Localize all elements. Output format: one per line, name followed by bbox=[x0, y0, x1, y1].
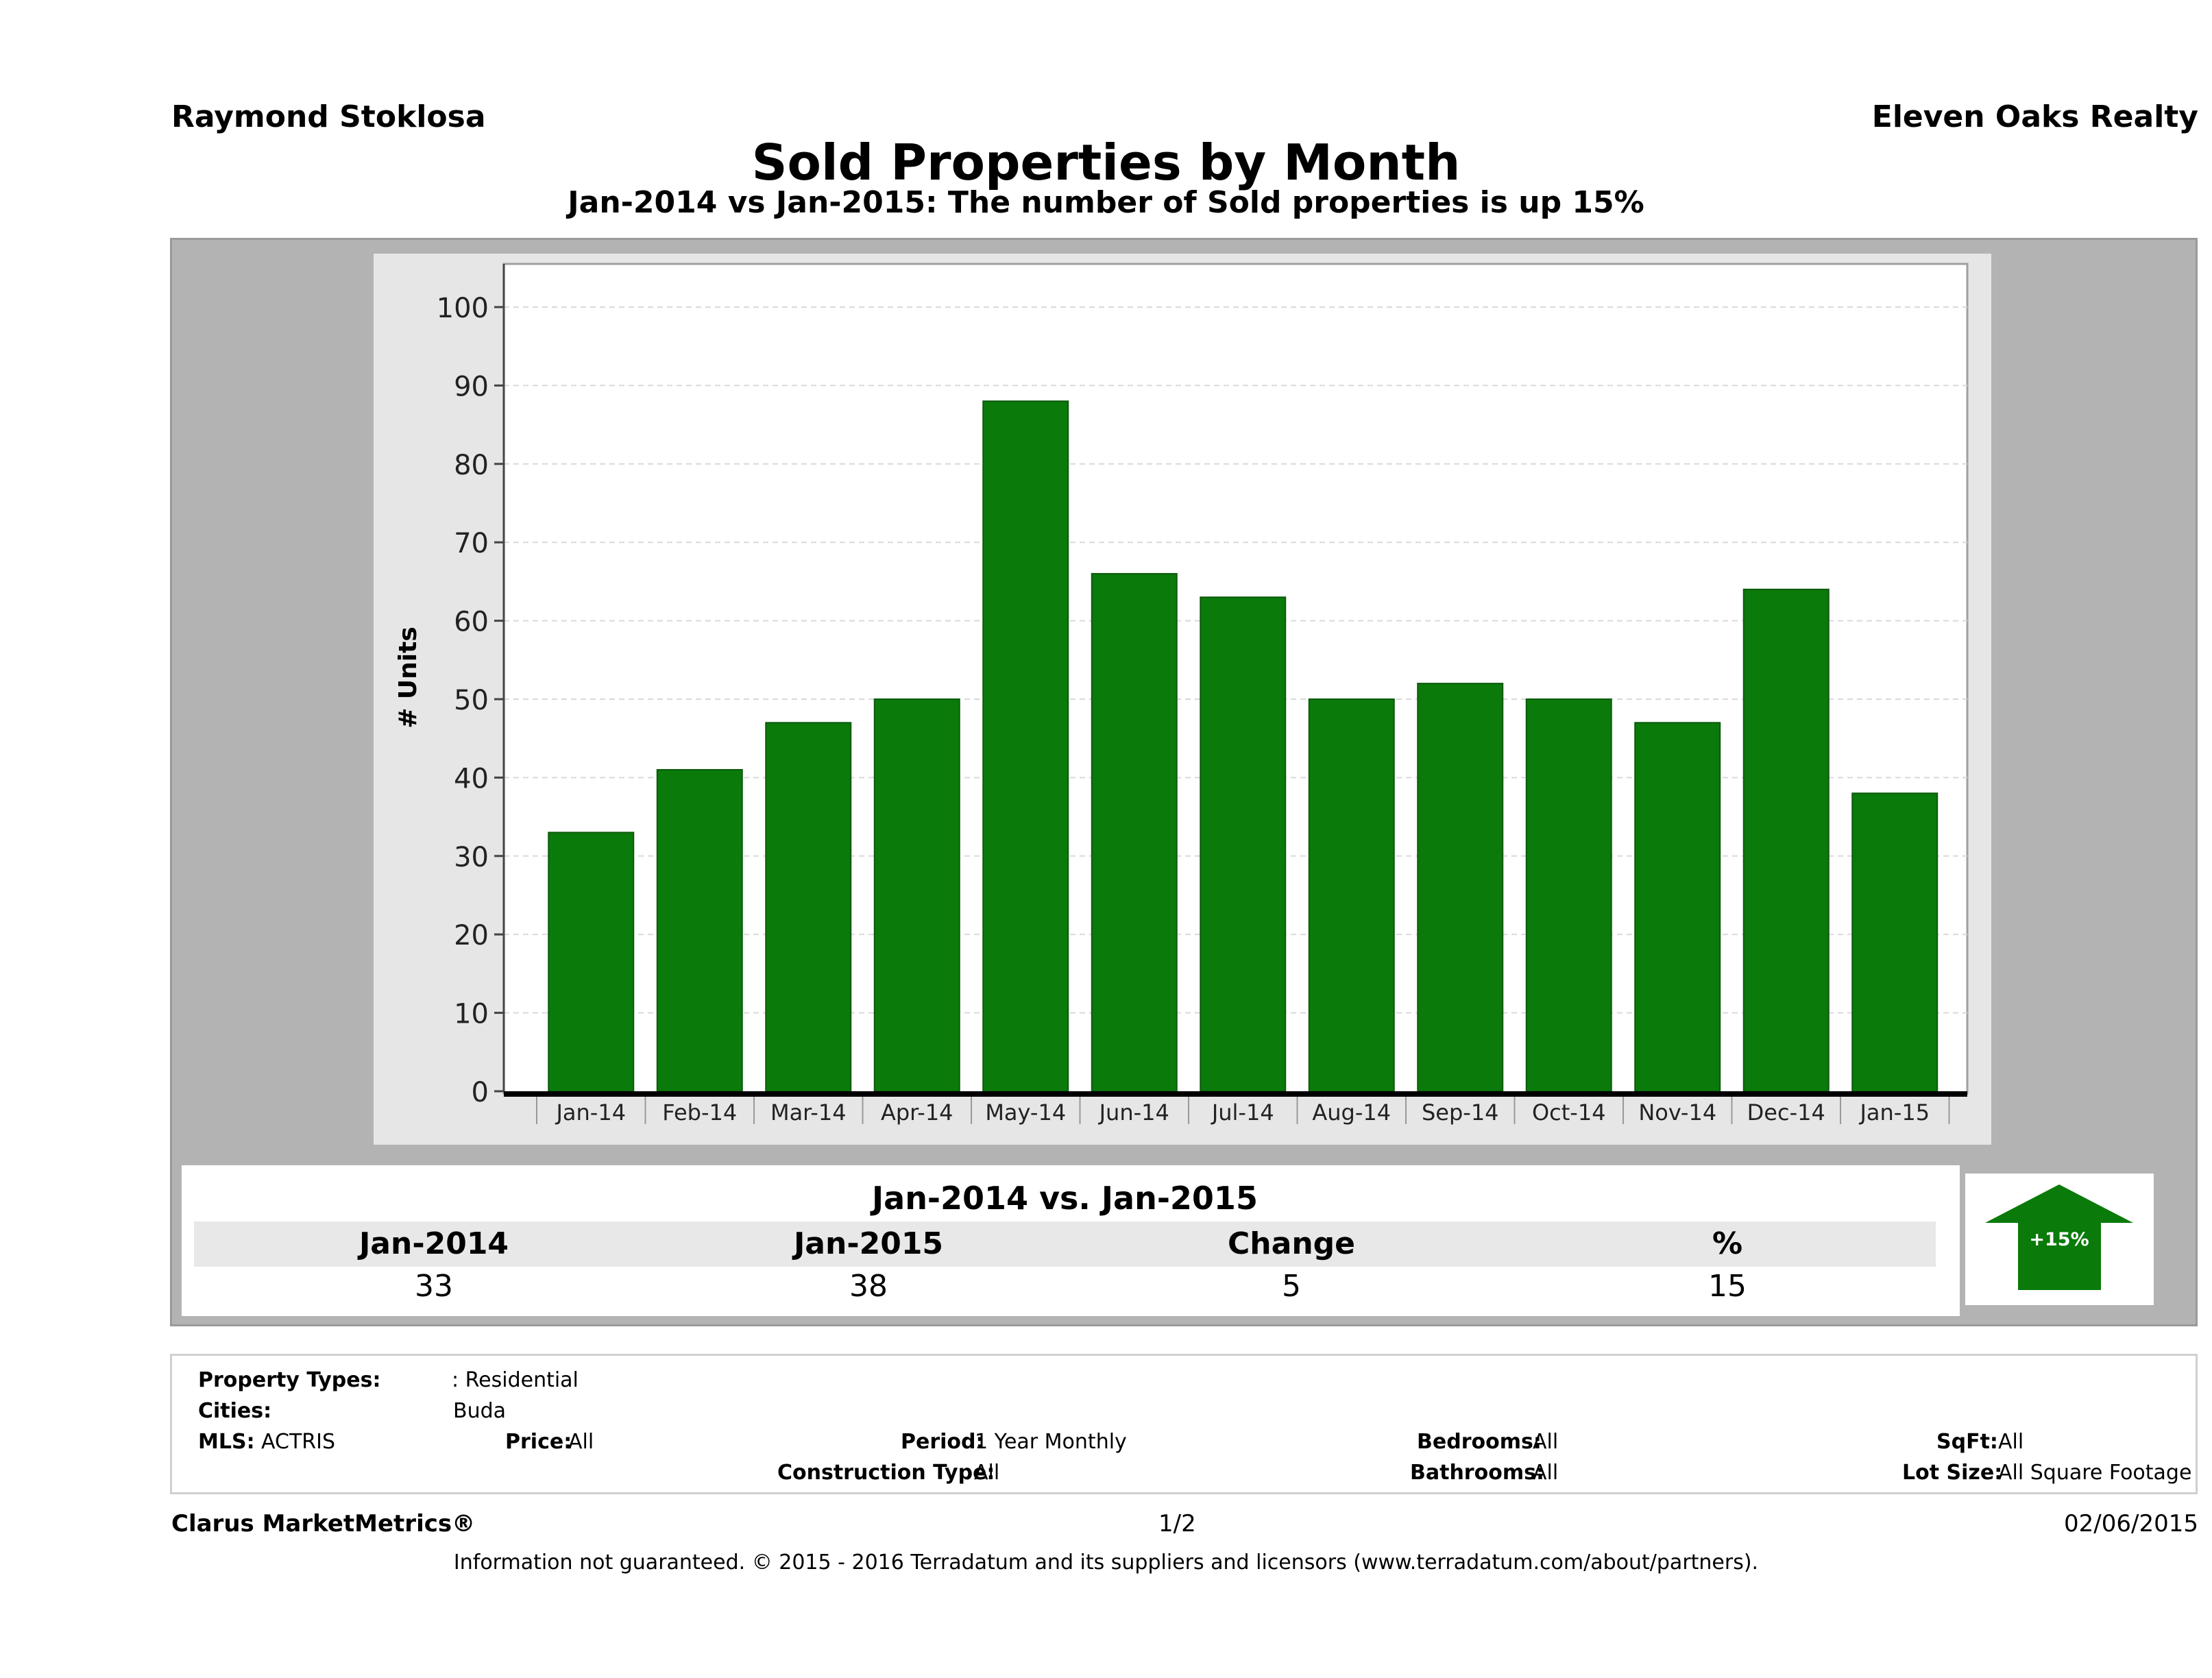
x-tick-label-Jan-15: Jan-15 bbox=[1858, 1099, 1930, 1126]
brokerage-name: Eleven Oaks Realty bbox=[1871, 99, 2198, 134]
summary-value-change: 5 bbox=[1282, 1269, 1301, 1304]
bar-Apr-14 bbox=[873, 698, 960, 1092]
summary-value-row: 33 38 5 15 bbox=[194, 1267, 1936, 1306]
x-tick-label-Jul-14: Jul-14 bbox=[1211, 1099, 1274, 1126]
summary-value-percent: 15 bbox=[1708, 1269, 1747, 1304]
summary-value-jan-2015: 38 bbox=[849, 1269, 888, 1304]
bar-Dec-14 bbox=[1742, 588, 1830, 1092]
x-tick-label-May-14: May-14 bbox=[985, 1099, 1066, 1126]
y-tick-label-100: 100 bbox=[437, 293, 489, 324]
page-number: 1/2 bbox=[1158, 1510, 1196, 1537]
bar-Jun-14 bbox=[1091, 572, 1178, 1092]
cities-value: Buda bbox=[453, 1399, 507, 1423]
summary-header-jan-2015: Jan-2015 bbox=[793, 1226, 944, 1261]
summary-header-change: Change bbox=[1228, 1226, 1355, 1261]
up-arrow-icon: +15% bbox=[1985, 1184, 2133, 1290]
y-tick-label-20: 20 bbox=[454, 920, 489, 951]
y-tick-label-90: 90 bbox=[454, 371, 489, 402]
cities-label: Cities: bbox=[198, 1399, 272, 1423]
bar-Jan-15 bbox=[1851, 792, 1938, 1093]
summary-header-row: Jan-2014 Jan-2015 Change % bbox=[194, 1221, 1936, 1267]
x-tick-label-Jan-14: Jan-14 bbox=[555, 1099, 626, 1126]
bar-Oct-14 bbox=[1525, 698, 1612, 1092]
disclaimer: Information not guaranteed. © 2015 - 201… bbox=[453, 1551, 1759, 1574]
search-criteria: Property Types: : Residential Cities: Bu… bbox=[170, 1354, 2198, 1494]
x-tick-label-Nov-14: Nov-14 bbox=[1638, 1099, 1716, 1126]
price-label: Price: bbox=[505, 1430, 572, 1454]
summary-header-percent: % bbox=[1712, 1226, 1743, 1261]
bar-Sep-14 bbox=[1417, 683, 1504, 1092]
period-label: Period: bbox=[901, 1430, 984, 1454]
bathrooms-value: All bbox=[1533, 1461, 1559, 1485]
bedrooms-label: Bedrooms: bbox=[1417, 1430, 1542, 1454]
y-tick-label-30: 30 bbox=[454, 842, 489, 873]
y-tick-label-60: 60 bbox=[454, 607, 489, 638]
y-tick-label-40: 40 bbox=[454, 763, 489, 794]
price-value: All bbox=[568, 1430, 594, 1454]
x-tick-label-Feb-14: Feb-14 bbox=[662, 1099, 737, 1126]
chart-title: Sold Properties by Month bbox=[751, 134, 1461, 191]
bar-May-14 bbox=[982, 400, 1069, 1092]
mls-label: MLS: bbox=[198, 1430, 255, 1454]
lot-size-label: Lot Size: bbox=[1902, 1461, 2003, 1485]
x-tick-label-Aug-14: Aug-14 bbox=[1312, 1099, 1391, 1126]
bar-Feb-14 bbox=[656, 768, 743, 1093]
agent-name: Raymond Stoklosa bbox=[171, 99, 486, 134]
period-value: 1 Year Monthly bbox=[975, 1430, 1127, 1454]
lot-size-value: All Square Footage bbox=[1998, 1461, 2192, 1485]
y-tick-label-70: 70 bbox=[454, 528, 489, 559]
x-tick-label-Mar-14: Mar-14 bbox=[770, 1099, 847, 1126]
change-badge-label: +15% bbox=[2029, 1229, 2089, 1250]
property-types-value: : Residential bbox=[452, 1368, 579, 1392]
bar-Mar-14 bbox=[765, 722, 852, 1092]
y-tick-label-0: 0 bbox=[472, 1077, 489, 1108]
x-tick-label-Apr-14: Apr-14 bbox=[881, 1099, 953, 1126]
x-tick-label-Jun-14: Jun-14 bbox=[1098, 1099, 1169, 1126]
sqft-label: SqFt: bbox=[1936, 1430, 1998, 1454]
y-tick-label-50: 50 bbox=[454, 685, 489, 716]
sqft-value: All bbox=[1998, 1430, 2024, 1454]
property-types-label: Property Types: bbox=[198, 1368, 381, 1392]
bedrooms-value: All bbox=[1533, 1430, 1559, 1454]
bathrooms-label: Bathrooms: bbox=[1410, 1461, 1544, 1485]
y-tick-label-80: 80 bbox=[454, 450, 489, 481]
bar-Nov-14 bbox=[1634, 722, 1721, 1092]
summary-value-jan-2014: 33 bbox=[415, 1269, 453, 1304]
x-tick-label-Sep-14: Sep-14 bbox=[1422, 1099, 1499, 1126]
bar-Jul-14 bbox=[1200, 596, 1287, 1092]
summary-header-jan-2014: Jan-2014 bbox=[358, 1226, 509, 1261]
summary-title: Jan-2014 vs. Jan-2015 bbox=[194, 1175, 1936, 1221]
footer-brand: Clarus MarketMetrics® bbox=[171, 1510, 476, 1537]
y-axis-label: # Units bbox=[394, 627, 422, 729]
y-tick-label-10: 10 bbox=[454, 999, 489, 1030]
x-tick-label-Oct-14: Oct-14 bbox=[1532, 1099, 1606, 1126]
bar-chart: 0 10 20 30 40 50 60 70 80 90 100 # Units Jan-14 Feb-1… bbox=[394, 263, 1969, 1126]
bar-Aug-14 bbox=[1308, 698, 1395, 1092]
chart-subtitle: Jan-2014 vs Jan-2015: The number of Sold… bbox=[568, 185, 1644, 220]
x-tick-label-Dec-14: Dec-14 bbox=[1747, 1099, 1825, 1126]
mls-value: ACTRIS bbox=[261, 1430, 336, 1454]
construction-type-value: All bbox=[974, 1461, 1000, 1485]
report-date: 02/06/2015 bbox=[2064, 1510, 2198, 1537]
construction-type-label: Construction Type: bbox=[777, 1461, 995, 1485]
bar-Jan-14 bbox=[548, 831, 635, 1092]
